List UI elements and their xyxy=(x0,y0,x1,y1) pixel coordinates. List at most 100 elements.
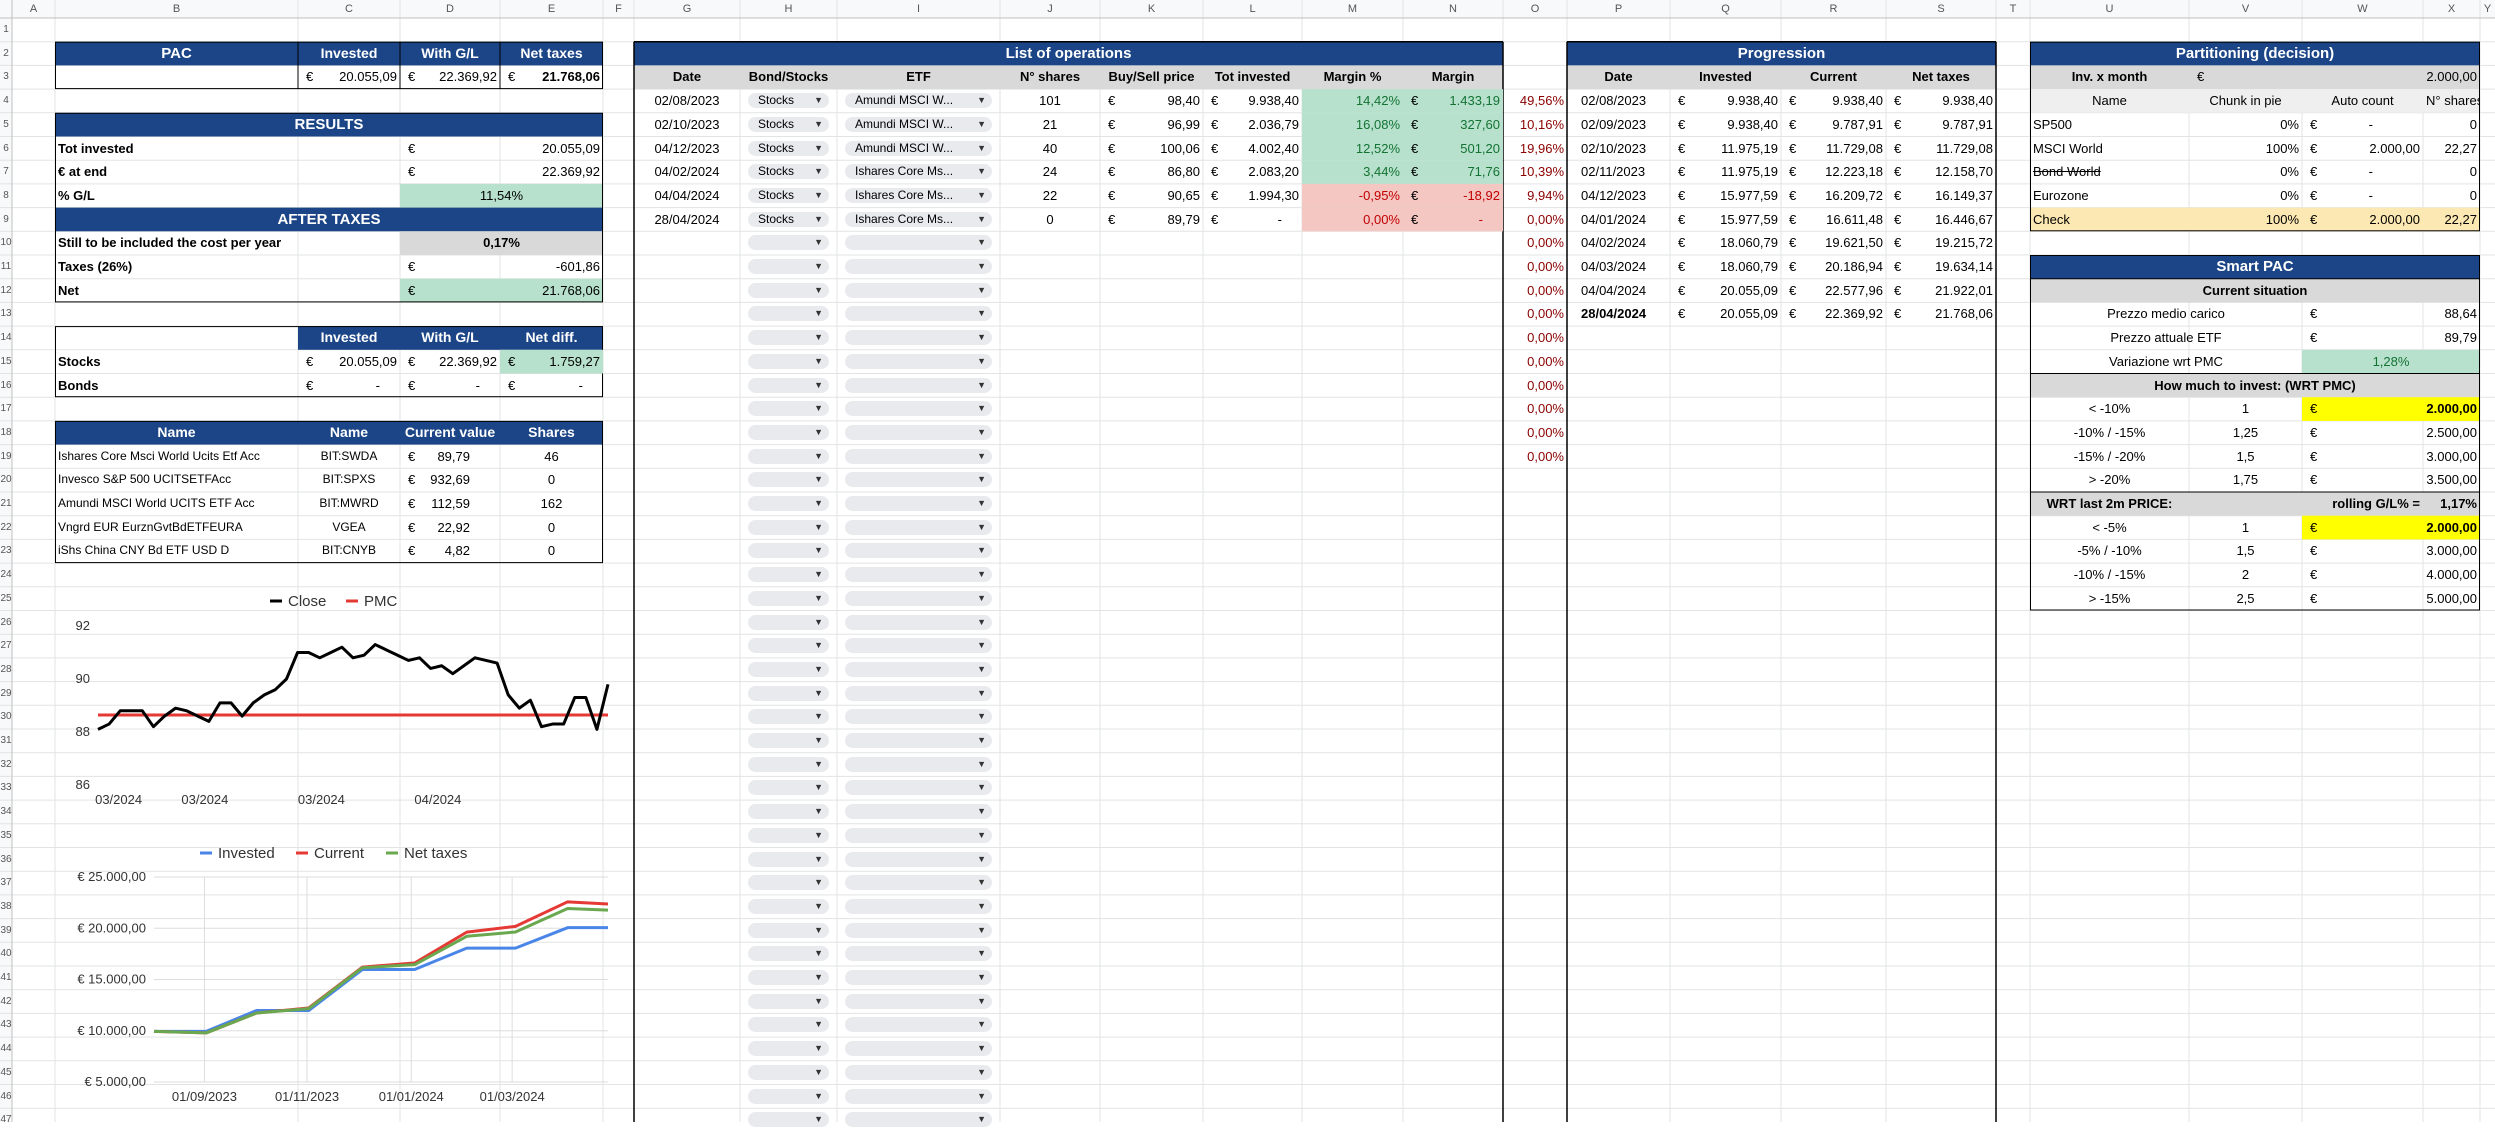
row-header[interactable]: 17 xyxy=(0,403,12,415)
pmc-band-value[interactable]: 2.500,00 xyxy=(2426,424,2477,440)
operation-extra-pct[interactable]: 0,00% xyxy=(1527,424,1564,440)
etf-dropdown[interactable]: ▼ xyxy=(845,993,992,1009)
row-header[interactable]: 24 xyxy=(0,569,12,581)
row-header[interactable]: 8 xyxy=(3,189,9,201)
pac-header-invested[interactable]: Invested xyxy=(320,44,378,61)
row-header[interactable]: 16 xyxy=(0,379,12,391)
euro-sign[interactable]: € xyxy=(1789,187,1797,203)
operation-date[interactable]: 02/10/2023 xyxy=(654,116,720,132)
partition-chunk[interactable]: 100% xyxy=(2265,140,2299,156)
row-header[interactable]: 34 xyxy=(0,806,12,818)
euro-sign[interactable]: € xyxy=(1789,259,1797,274)
operation-margin-pct[interactable]: 16,08% xyxy=(1355,116,1400,132)
bond-stocks-dropdown[interactable]: ▼ xyxy=(748,614,829,630)
progression-invested[interactable]: 15.977,59 xyxy=(1720,211,1778,227)
price-band-value[interactable]: 2.000,00 xyxy=(2426,519,2477,535)
row-header[interactable]: 41 xyxy=(0,972,12,983)
euro-sign[interactable]: € xyxy=(1894,164,1902,180)
etf-dropdown[interactable]: ▼ xyxy=(845,661,992,677)
split-header-net-diff[interactable]: Net diff. xyxy=(525,329,578,346)
row-header[interactable]: 14 xyxy=(0,332,12,344)
progression-invested[interactable]: 20.055,09 xyxy=(1720,306,1778,322)
bond-stocks-dropdown[interactable]: ▼ xyxy=(748,235,829,251)
column-header[interactable]: T xyxy=(2009,3,2017,15)
euro-sign[interactable]: € xyxy=(408,164,416,180)
etf-dropdown[interactable]: Amundi MSCI W... ▼ xyxy=(845,140,992,156)
operation-date[interactable]: 02/08/2023 xyxy=(654,93,720,109)
price-band-mult[interactable]: 1 xyxy=(2241,519,2250,535)
row-header[interactable]: 9 xyxy=(3,213,9,225)
euro-sign[interactable]: € xyxy=(2310,448,2318,464)
bond-stocks-dropdown[interactable]: Stocks ▼ xyxy=(748,116,829,132)
bond-stocks-dropdown[interactable]: ▼ xyxy=(748,401,829,417)
etf-dropdown[interactable]: Amundi MSCI W... ▼ xyxy=(845,116,992,132)
operation-extra-pct[interactable]: 49,56% xyxy=(1519,93,1564,109)
operations-header[interactable]: ETF xyxy=(906,69,931,85)
etf-dropdown[interactable]: ▼ xyxy=(845,851,992,867)
operations-title[interactable]: List of operations xyxy=(1005,44,1132,62)
etf-dropdown[interactable]: Ishares Core Ms... ▼ xyxy=(845,211,992,227)
euro-sign[interactable]: € xyxy=(1411,140,1419,156)
pmc-band-mult[interactable]: 1 xyxy=(2241,401,2250,417)
euro-sign[interactable]: € xyxy=(1108,211,1116,227)
partition-name[interactable]: MSCI World xyxy=(2033,140,2103,156)
operations-header[interactable]: Buy/Sell price xyxy=(1108,69,1195,85)
stocks-label[interactable]: Stocks xyxy=(58,353,101,369)
inv-month-label[interactable]: Inv. x month xyxy=(2071,69,2148,85)
operation-price[interactable]: 86,80 xyxy=(1167,164,1200,180)
progression-current[interactable]: 19.621,50 xyxy=(1825,235,1883,251)
euro-sign[interactable]: € xyxy=(408,472,416,488)
gl-label[interactable]: % G/L xyxy=(58,187,95,203)
pmc-band-label[interactable]: -10% / -15% xyxy=(2073,424,2146,440)
bond-stocks-dropdown[interactable]: ▼ xyxy=(748,922,829,938)
euro-sign[interactable]: € xyxy=(408,282,416,298)
pac-invested[interactable]: 20.055,09 xyxy=(339,69,397,85)
partition-auto[interactable]: 2.000,00 xyxy=(2369,140,2420,156)
row-header[interactable]: 32 xyxy=(0,758,12,770)
row-header[interactable]: 2 xyxy=(3,47,9,59)
taxes-label[interactable]: Taxes (26%) xyxy=(58,259,133,274)
column-header[interactable]: F xyxy=(615,3,622,15)
operation-extra-pct[interactable]: 0,00% xyxy=(1527,235,1564,251)
pac-header-with-gl[interactable]: With G/L xyxy=(421,44,479,61)
tot-invested-value[interactable]: 20.055,09 xyxy=(542,140,600,156)
row-header[interactable]: 44 xyxy=(0,1043,12,1055)
euro-sign[interactable]: € xyxy=(2310,116,2318,132)
operation-margin-pct[interactable]: 3,44% xyxy=(1363,164,1400,180)
operation-date[interactable]: 28/04/2024 xyxy=(654,211,720,227)
euro-sign[interactable]: € xyxy=(1789,164,1797,180)
etf-dropdown[interactable]: ▼ xyxy=(845,685,992,701)
bond-stocks-dropdown[interactable]: ▼ xyxy=(748,756,829,772)
row-header[interactable]: 3 xyxy=(3,71,9,83)
column-header[interactable]: E xyxy=(547,3,556,15)
still-label[interactable]: Still to be included the cost per year xyxy=(58,235,282,251)
holding-value[interactable]: 932,69 xyxy=(430,472,470,488)
holdings-header-shares[interactable]: Shares xyxy=(528,423,575,440)
etf-dropdown[interactable]: ▼ xyxy=(845,1064,992,1080)
at-end-label[interactable]: € at end xyxy=(58,164,108,180)
euro-sign[interactable]: € xyxy=(408,69,416,85)
column-header[interactable]: Q xyxy=(1721,3,1730,15)
euro-sign[interactable]: € xyxy=(1894,235,1902,251)
pmc-band-label[interactable]: -15% / -20% xyxy=(2073,448,2146,464)
euro-sign[interactable]: € xyxy=(1894,93,1902,109)
etf-dropdown[interactable]: ▼ xyxy=(845,756,992,772)
pmc-band-mult[interactable]: 1,75 xyxy=(2232,472,2259,488)
still-value[interactable]: 0,17% xyxy=(483,235,520,251)
progression-date[interactable]: 02/11/2023 xyxy=(1581,164,1646,180)
progression-invested[interactable]: 11.975,19 xyxy=(1721,140,1778,156)
progression-header[interactable]: Net taxes xyxy=(1912,69,1970,85)
etf-dropdown[interactable]: ▼ xyxy=(845,970,992,985)
progression-current[interactable]: 16.209,72 xyxy=(1825,187,1883,203)
operation-margin[interactable]: 501,20 xyxy=(1460,140,1500,156)
euro-sign[interactable]: € xyxy=(2310,472,2318,488)
euro-sign[interactable]: € xyxy=(1678,93,1686,109)
progression-title[interactable]: Progression xyxy=(1737,44,1826,62)
euro-sign[interactable]: € xyxy=(1789,93,1797,109)
operation-price[interactable]: 96,99 xyxy=(1167,116,1200,132)
partition-shares[interactable]: 22,27 xyxy=(2444,140,2477,156)
row-header[interactable]: 22 xyxy=(0,521,12,533)
progression-date[interactable]: 04/12/2023 xyxy=(1581,187,1647,203)
bond-stocks-dropdown[interactable]: ▼ xyxy=(748,472,829,488)
euro-sign[interactable]: € xyxy=(2310,187,2318,203)
